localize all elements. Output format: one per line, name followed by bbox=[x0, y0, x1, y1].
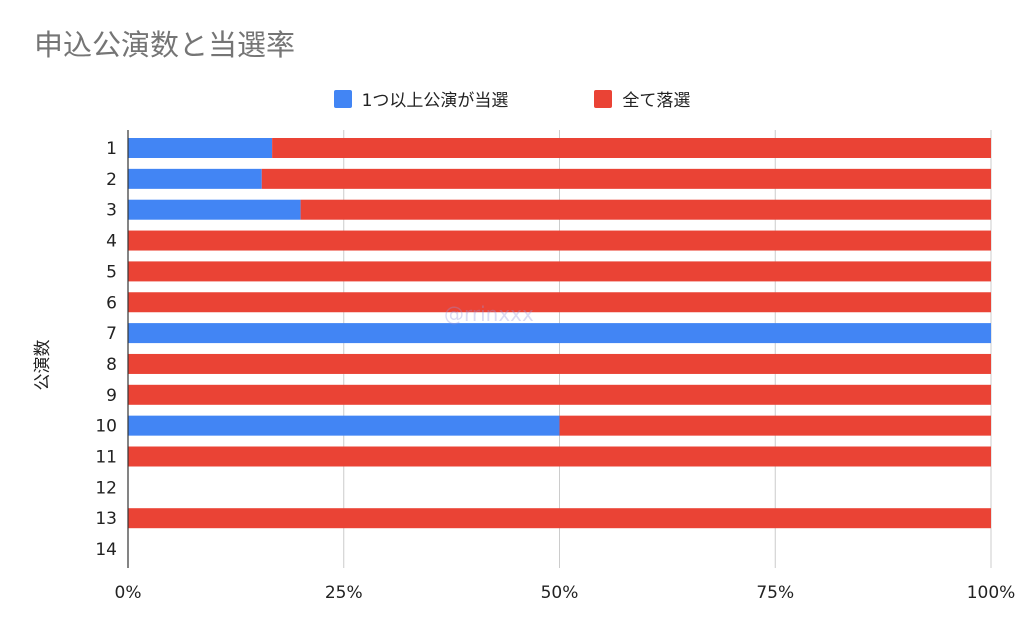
bar-segment[interactable] bbox=[128, 168, 262, 189]
bar-segment[interactable] bbox=[128, 292, 991, 313]
bars bbox=[128, 138, 992, 529]
y-tick-label: 6 bbox=[106, 293, 117, 313]
x-tick-label: 25% bbox=[325, 583, 363, 603]
x-tick-label: 0% bbox=[115, 583, 142, 603]
bar-segment[interactable] bbox=[559, 415, 992, 436]
y-tick-label: 1 bbox=[106, 139, 117, 159]
bar-segment[interactable] bbox=[261, 168, 991, 189]
bar-segment[interactable] bbox=[128, 138, 273, 158]
y-tick-label: 14 bbox=[95, 540, 117, 560]
bar-segment[interactable] bbox=[128, 508, 991, 529]
legend-label-lost: 全て落選 bbox=[622, 91, 691, 111]
y-tick-label: 5 bbox=[106, 262, 117, 282]
y-tick-label: 2 bbox=[106, 170, 117, 190]
x-tick-label: 75% bbox=[756, 583, 794, 603]
bar-segment[interactable] bbox=[128, 261, 991, 282]
y-tick-label: 8 bbox=[106, 355, 117, 375]
bar-segment[interactable] bbox=[128, 353, 991, 374]
y-tick-label: 11 bbox=[95, 448, 117, 468]
bar-segment[interactable] bbox=[272, 138, 992, 158]
y-tick-label: 10 bbox=[95, 417, 117, 437]
chart-title: 申込公演数と当選率 bbox=[34, 28, 296, 62]
bar-segment[interactable] bbox=[128, 230, 991, 251]
legend-swatch-won bbox=[333, 89, 352, 108]
legend-item-lost[interactable]: 全て落選 bbox=[534, 86, 690, 111]
bar-segment[interactable] bbox=[300, 199, 992, 220]
y-axis-title: 公演数 bbox=[33, 340, 53, 391]
x-tick-label: 50% bbox=[541, 583, 579, 603]
y-tick-label: 12 bbox=[95, 478, 117, 498]
legend-item-won[interactable]: 1つ以上公演が当選 bbox=[333, 86, 509, 111]
legend-label-won: 1つ以上公演が当選 bbox=[361, 91, 509, 111]
bar-segment[interactable] bbox=[128, 446, 991, 467]
y-tick-label: 4 bbox=[106, 232, 117, 252]
bar-segment[interactable] bbox=[128, 323, 991, 344]
legend: 1つ以上公演が当選 全て落選 bbox=[0, 86, 1024, 111]
y-tick-label: 13 bbox=[95, 509, 117, 529]
y-tick-label: 3 bbox=[106, 201, 117, 221]
y-tick-label: 9 bbox=[106, 386, 117, 406]
bar-segment[interactable] bbox=[128, 384, 991, 405]
watermark: @rrinxxx bbox=[444, 302, 534, 326]
x-tick-labels: 0% 25% 50% 75% 100% bbox=[115, 583, 1016, 603]
bar-segment[interactable] bbox=[128, 415, 560, 436]
x-tick-label: 100% bbox=[967, 583, 1016, 603]
bar-segment[interactable] bbox=[128, 199, 301, 220]
gridlines bbox=[343, 130, 992, 568]
legend-swatch-lost bbox=[594, 89, 613, 108]
y-tick-label: 7 bbox=[106, 324, 117, 344]
